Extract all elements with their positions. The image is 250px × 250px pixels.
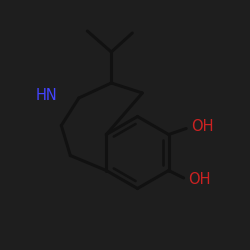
Text: OH: OH <box>191 119 214 134</box>
Text: HN: HN <box>36 88 58 103</box>
Text: OH: OH <box>188 172 211 188</box>
